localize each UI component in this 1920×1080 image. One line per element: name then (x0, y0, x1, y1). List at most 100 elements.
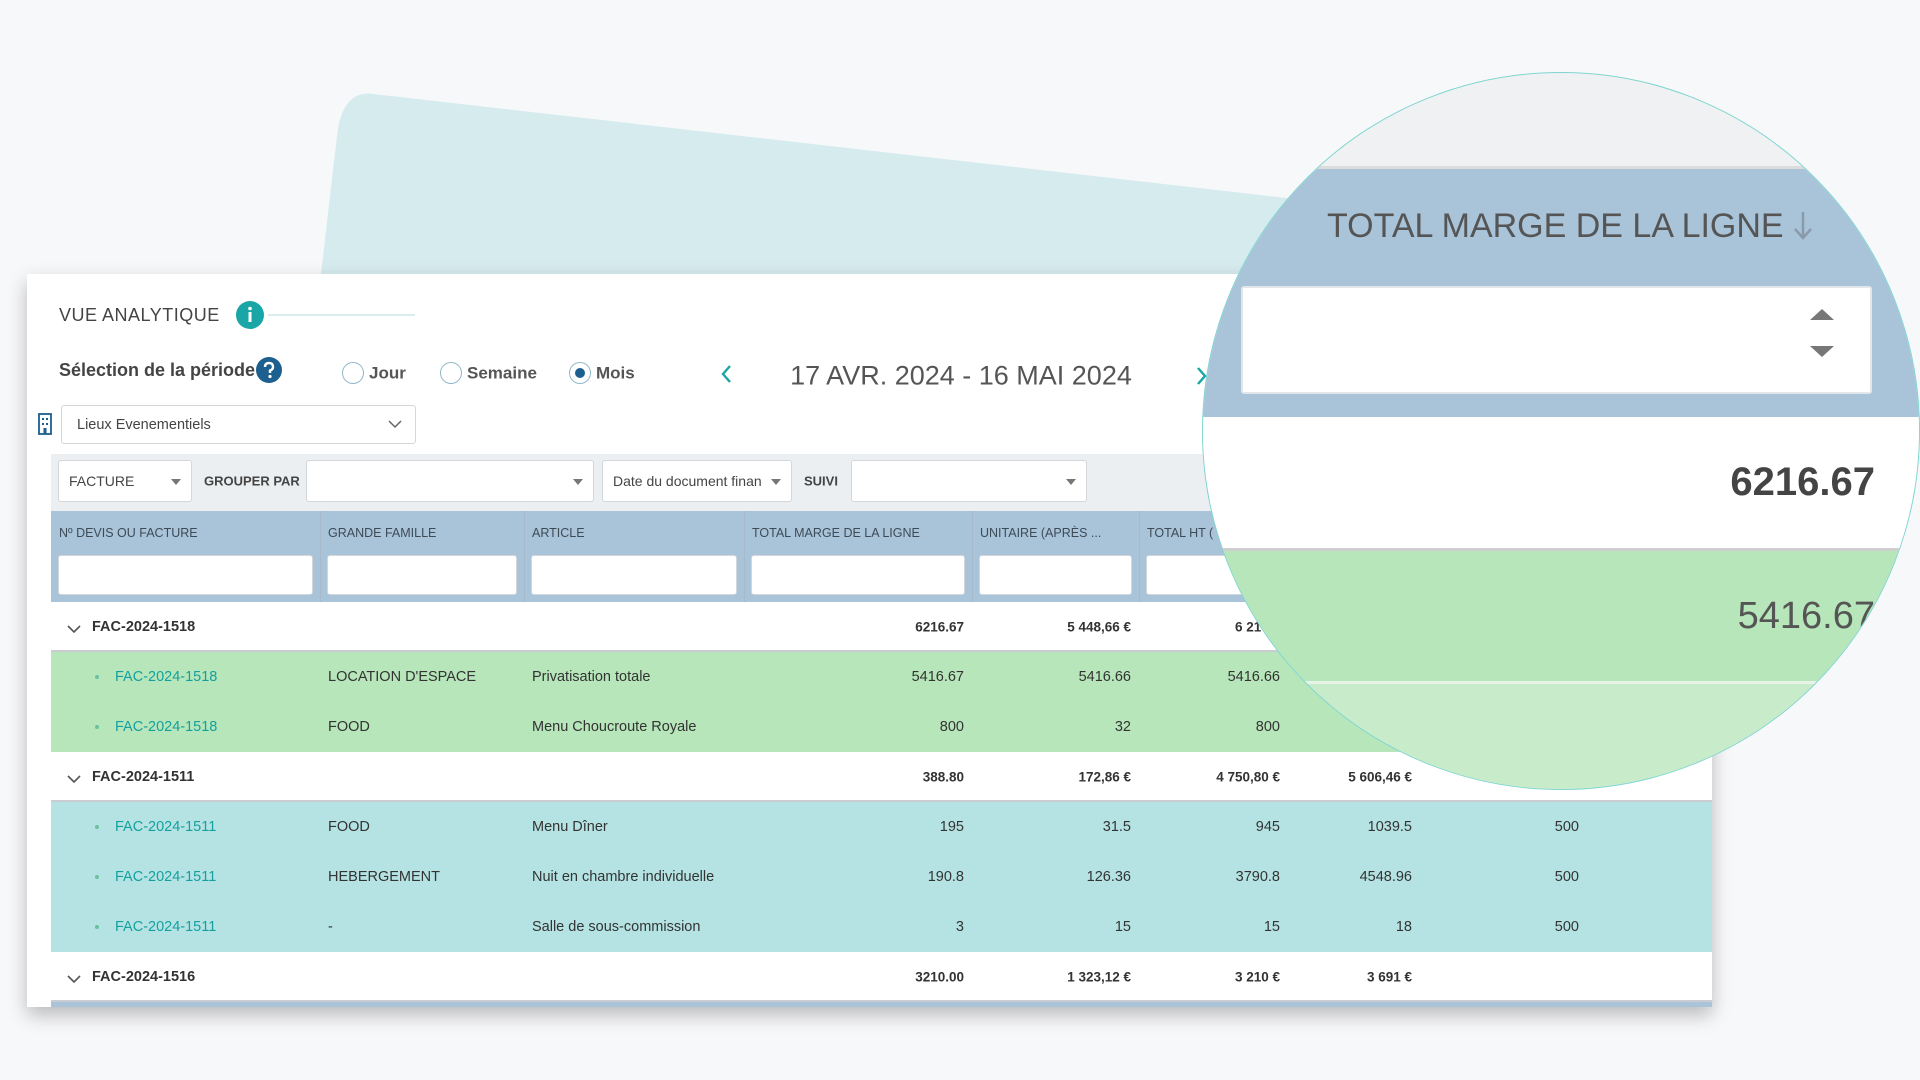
column-filter[interactable] (751, 555, 965, 595)
cell-value: 18 (1395, 918, 1412, 935)
cell-value: 15 (1263, 918, 1280, 935)
help-icon (256, 357, 282, 383)
date-select[interactable]: Date du document finan (602, 460, 792, 502)
next-row-edge (51, 1002, 1712, 1007)
cell-value: 32 (1114, 718, 1131, 735)
column-filter[interactable] (531, 555, 737, 595)
cell-value: 500 (1554, 818, 1579, 835)
bullet (95, 925, 99, 929)
radio-label: Jour (369, 363, 406, 383)
cell-value: 4548.96 (1359, 868, 1412, 885)
bullet (95, 875, 99, 879)
zoom-group-value: 6216.67 (1730, 460, 1875, 504)
line-article: Menu Choucroute Royale (532, 718, 697, 735)
zoom-lens: TOTAL MARGE DE LA LIGNE 6216.67 5416.67 (1202, 72, 1920, 790)
cell-value: 15 (1114, 918, 1131, 935)
chevron (388, 420, 402, 429)
cell-value: 388.80 (922, 769, 964, 785)
line-code[interactable]: FAC-2024-1518 (115, 668, 218, 685)
cell-value: 31.5 (1102, 818, 1131, 835)
venue-value: Lieux Evenementiels (77, 416, 211, 433)
zoom-line-row (1203, 551, 1919, 684)
period-label: Sélection de la période (59, 360, 256, 380)
line-article: Salle de sous-commission (532, 918, 701, 935)
cell-value: 1 323,12 € (1067, 969, 1131, 985)
line-code[interactable]: FAC-2024-1518 (115, 718, 218, 735)
line-code[interactable]: FAC-2024-1511 (115, 818, 217, 835)
line-article: Nuit en chambre individuelle (532, 868, 715, 885)
line-row (51, 852, 1712, 902)
suivi-select[interactable] (851, 460, 1087, 502)
bullet (95, 675, 99, 679)
radio-label: Semaine (467, 363, 537, 383)
zoom-column: TOTAL MARGE DE LA LIGNE (1327, 207, 1784, 245)
zoom-line-value: 5416.67 (1737, 595, 1875, 637)
radio-label: Mois (596, 363, 635, 383)
line-article: Menu Dîner (532, 818, 608, 835)
radio-button[interactable] (569, 362, 591, 384)
cell-value: 190.8 (927, 868, 964, 885)
cell-value: 5416.66 (1078, 668, 1131, 685)
cell-value: 3 210 € (1234, 969, 1280, 985)
line-family: FOOD (328, 818, 370, 835)
cell-value: 800 (939, 718, 964, 735)
type-select[interactable]: FACTURE (58, 460, 192, 502)
cell-value: 6216.67 (915, 619, 964, 635)
sort-icon (1794, 212, 1812, 240)
expand-toggle[interactable] (67, 971, 81, 984)
cell-value: 500 (1554, 918, 1579, 935)
column-filter[interactable] (58, 555, 313, 595)
expand-toggle[interactable] (67, 771, 81, 784)
expand-toggle[interactable] (67, 621, 81, 634)
view-title: VUE ANALYTIQUE (59, 305, 220, 325)
cell-value: 3 (955, 918, 964, 935)
cell-value: 5416.67 (911, 668, 964, 685)
cell-value: 3790.8 (1235, 868, 1280, 885)
column-header: TOTAL MARGE DE LA LIGNE (752, 525, 920, 540)
group-code: FAC-2024-1516 (92, 968, 196, 985)
line-family: LOCATION D'ESPACE (328, 668, 477, 685)
cell-value: 3210.00 (915, 969, 964, 985)
column-filter[interactable] (979, 555, 1132, 595)
column-filter[interactable] (327, 555, 517, 595)
cell-value: 945 (1255, 818, 1280, 835)
zoom-input[interactable] (1241, 286, 1872, 394)
cell-value: 1039.5 (1367, 818, 1412, 835)
line-row (51, 902, 1712, 952)
column-header: GRANDE FAMILLE (328, 525, 437, 540)
prev-button[interactable] (717, 362, 737, 386)
line-family: - (328, 918, 333, 935)
radio-button[interactable] (342, 362, 364, 384)
zoom-group-row (1203, 417, 1919, 551)
line-family: FOOD (328, 718, 370, 735)
building-icon (38, 413, 52, 435)
bullet (95, 825, 99, 829)
group-code: FAC-2024-1518 (92, 618, 196, 635)
group-label: GROUPER PAR (204, 473, 300, 489)
cell-value: 3 691 € (1366, 969, 1412, 985)
radio-button[interactable] (440, 362, 462, 384)
suivi-label: SUIVI (804, 473, 838, 489)
line-row (51, 802, 1712, 852)
period-range: 17 AVR. 2024 - 16 MAI 2024 (790, 360, 1132, 391)
cell-value: 5 448,66 € (1067, 619, 1131, 635)
cell-value: 195 (939, 818, 964, 835)
cell-value: 126.36 (1086, 868, 1131, 885)
cell-value: 172,86 € (1078, 769, 1131, 785)
venue-select[interactable]: Lieux Evenementiels (61, 405, 416, 444)
type-value: FACTURE (69, 473, 135, 489)
line-article: Privatisation totale (532, 668, 651, 685)
group-select[interactable] (306, 460, 594, 502)
bullet (95, 725, 99, 729)
date-value: Date du document finan (613, 473, 762, 489)
cell-value: 500 (1554, 868, 1579, 885)
line-code[interactable]: FAC-2024-1511 (115, 918, 217, 935)
line-family: HEBERGEMENT (328, 868, 440, 885)
analytics-card: VUE ANALYTIQUE Sélection de la période J… (27, 274, 1712, 1007)
line-code[interactable]: FAC-2024-1511 (115, 868, 217, 885)
zoom-lower (1203, 684, 1919, 789)
column-header: TOTAL HT ( (1147, 525, 1214, 540)
decor-shape (321, 93, 1322, 275)
